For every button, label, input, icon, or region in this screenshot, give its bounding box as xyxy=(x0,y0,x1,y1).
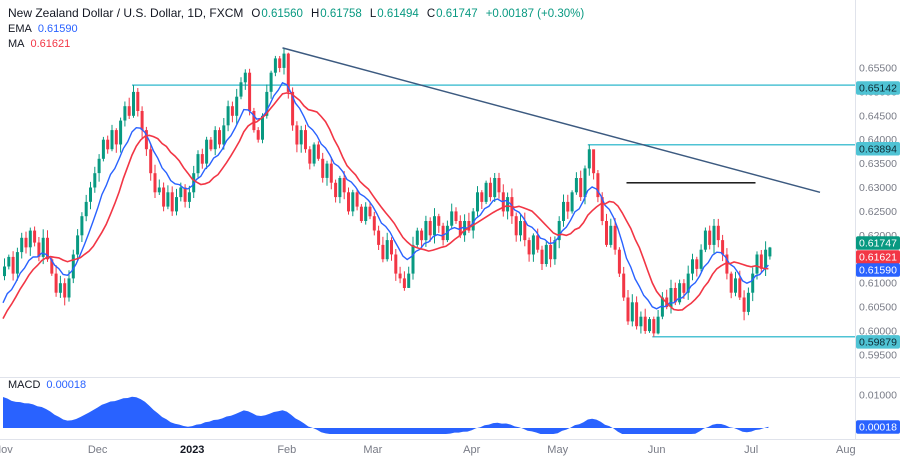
symbol-title[interactable]: New Zealand Dollar / U.S. Dollar, 1D, FX… xyxy=(8,6,244,20)
svg-text:Mar: Mar xyxy=(363,444,382,456)
svg-text:Dec: Dec xyxy=(88,444,108,456)
svg-text:Apr: Apr xyxy=(463,444,480,456)
change-value: +0.00187 (+0.30%) xyxy=(485,8,585,20)
svg-text:Aug: Aug xyxy=(836,444,856,456)
macd-area xyxy=(3,396,769,434)
svg-text:0.01000: 0.01000 xyxy=(859,390,897,402)
macd-label: MACD xyxy=(8,379,41,391)
low-value: 0.61494 xyxy=(377,8,419,20)
ma-line[interactable] xyxy=(2,92,769,319)
ema-value-badge: 0.61590 xyxy=(856,263,900,277)
macd-value-badge: 0.00018 xyxy=(856,420,900,434)
svg-text:0.61621: 0.61621 xyxy=(859,252,897,264)
svg-text:Nov: Nov xyxy=(0,444,13,456)
ma-value: 0.61621 xyxy=(30,38,71,50)
ma-value-badge: 0.61621 xyxy=(856,250,900,264)
svg-text:2023: 2023 xyxy=(180,444,204,456)
svg-text:0.60500: 0.60500 xyxy=(859,302,897,314)
svg-text:0.61747: 0.61747 xyxy=(859,238,897,250)
ma-label: MA xyxy=(8,38,25,50)
svg-text:0.65500: 0.65500 xyxy=(859,62,897,74)
svg-text:0.61000: 0.61000 xyxy=(859,278,897,290)
ema-value: 0.61590 xyxy=(37,23,78,35)
svg-text:0.60000: 0.60000 xyxy=(859,326,897,338)
high-label: H xyxy=(310,8,320,20)
time-scale[interactable]: Nov Dec 2023 Feb Mar Apr May Jun Jul Aug xyxy=(0,444,856,456)
svg-text:0.00018: 0.00018 xyxy=(859,422,897,434)
svg-text:0.64500: 0.64500 xyxy=(859,110,897,122)
legend-main-row: New Zealand Dollar / U.S. Dollar, 1D, FX… xyxy=(8,6,584,20)
price-scale[interactable]: 0.655000.650000.645000.640000.635000.630… xyxy=(859,62,897,401)
ma-indicator-row[interactable]: MA 0.61621 xyxy=(8,38,584,50)
svg-text:0.63894: 0.63894 xyxy=(859,143,897,155)
macd-indicator-row[interactable]: MACD 0.00018 xyxy=(8,379,86,391)
svg-text:May: May xyxy=(547,444,568,456)
open-value: 0.61560 xyxy=(261,8,303,20)
descending-trendline[interactable] xyxy=(282,47,821,194)
svg-text:Jul: Jul xyxy=(744,444,758,456)
level-badge-0.63894: 0.63894 xyxy=(856,142,900,156)
close-value: 0.61747 xyxy=(436,8,478,20)
svg-text:0.63500: 0.63500 xyxy=(859,158,897,170)
svg-text:Feb: Feb xyxy=(277,444,296,456)
chart-legend: New Zealand Dollar / U.S. Dollar, 1D, FX… xyxy=(8,6,584,50)
svg-text:Jun: Jun xyxy=(648,444,666,456)
svg-text:0.61590: 0.61590 xyxy=(859,265,897,277)
svg-text:0.59879: 0.59879 xyxy=(859,336,897,348)
svg-text:0.65142: 0.65142 xyxy=(859,83,897,95)
ema-indicator-row[interactable]: EMA 0.61590 xyxy=(8,23,584,35)
macd-value: 0.00018 xyxy=(46,379,87,391)
open-label: O xyxy=(251,8,261,20)
level-badge-0.59879: 0.59879 xyxy=(856,335,900,349)
last-price-badge: 0.61747 xyxy=(856,236,900,250)
low-label: L xyxy=(369,8,377,20)
level-badge-0.65142: 0.65142 xyxy=(856,81,900,95)
svg-text:0.63000: 0.63000 xyxy=(859,182,897,194)
ema-line[interactable] xyxy=(2,81,769,310)
high-value: 0.61758 xyxy=(320,8,362,20)
svg-text:0.59500: 0.59500 xyxy=(859,349,897,361)
svg-text:0.62500: 0.62500 xyxy=(859,206,897,218)
ema-label: EMA xyxy=(8,23,32,35)
close-label: C xyxy=(426,8,436,20)
